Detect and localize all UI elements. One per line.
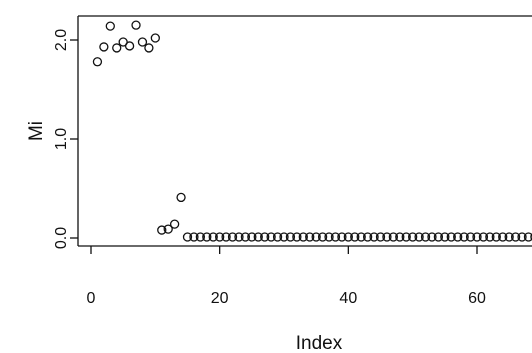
data-point [285,232,296,242]
data-point [105,21,115,31]
data-point [208,232,218,242]
data-point [465,232,476,242]
x-axis-title: Index [296,333,343,353]
data-point [131,20,141,30]
data-point [215,232,225,242]
data-point [382,232,392,242]
x-tick-label: 20 [211,290,229,307]
data-point [433,232,444,242]
data-point [459,232,469,242]
data-point [330,232,341,242]
data-point [253,232,263,242]
data-point [272,232,283,242]
data-point [311,232,321,242]
data-point [305,232,315,242]
data-point [427,232,437,242]
data-point [92,57,103,67]
data-point [401,232,411,242]
data-point [446,232,456,242]
data-point [369,232,379,242]
y-tick-label: 1.0 [53,128,70,150]
data-point [202,232,212,242]
data-point [137,37,148,47]
y-tick-label: 2.0 [53,29,70,51]
data-point [163,224,173,234]
x-tick-label: 60 [468,290,486,307]
x-axis-ticks: 0 20 40 60 [87,246,486,307]
data-point [485,232,495,242]
data-point [195,232,206,242]
x-tick-label: 0 [87,290,96,307]
data-point [169,219,180,229]
data-point [176,192,186,203]
data-point [144,43,154,53]
data-point [491,232,501,242]
data-point [343,232,353,242]
data-point [498,232,508,242]
data-point [266,232,276,242]
x-tick-label: 40 [339,290,357,307]
data-point [478,232,489,242]
data-point [317,232,328,242]
data-point [292,232,302,242]
data-point [523,232,532,242]
data-point [453,232,463,242]
data-point [414,232,424,242]
data-point [510,232,521,242]
data-point [279,232,289,242]
data-point [324,232,334,242]
data-point [440,232,450,242]
data-point [298,232,308,242]
data-point [124,41,135,51]
data-point [112,43,122,53]
data-point [189,232,199,242]
data-point [350,232,360,242]
data-point [362,232,373,242]
data-point [260,232,270,242]
data-points [92,20,532,242]
data-point [247,232,257,242]
data-point [388,232,399,242]
data-point [375,232,386,242]
data-point [337,232,347,242]
data-point [530,233,532,241]
data-point [240,232,251,242]
plot-frame [77,15,532,246]
data-point [472,232,482,242]
y-tick-label: 0.0 [53,227,70,249]
data-point [150,33,160,43]
data-point [182,232,193,242]
y-axis-ticks: 0.0 1.0 2.0 [53,29,78,249]
data-point [517,232,527,242]
data-point [356,232,366,242]
data-point [504,232,514,242]
data-point [420,232,431,242]
data-point [408,232,418,242]
data-point [99,42,109,52]
data-point [157,225,167,235]
data-point [234,232,244,242]
data-point [227,232,238,242]
y-axis-title: Mi [26,121,47,141]
data-point [395,232,405,242]
data-point [221,232,231,242]
